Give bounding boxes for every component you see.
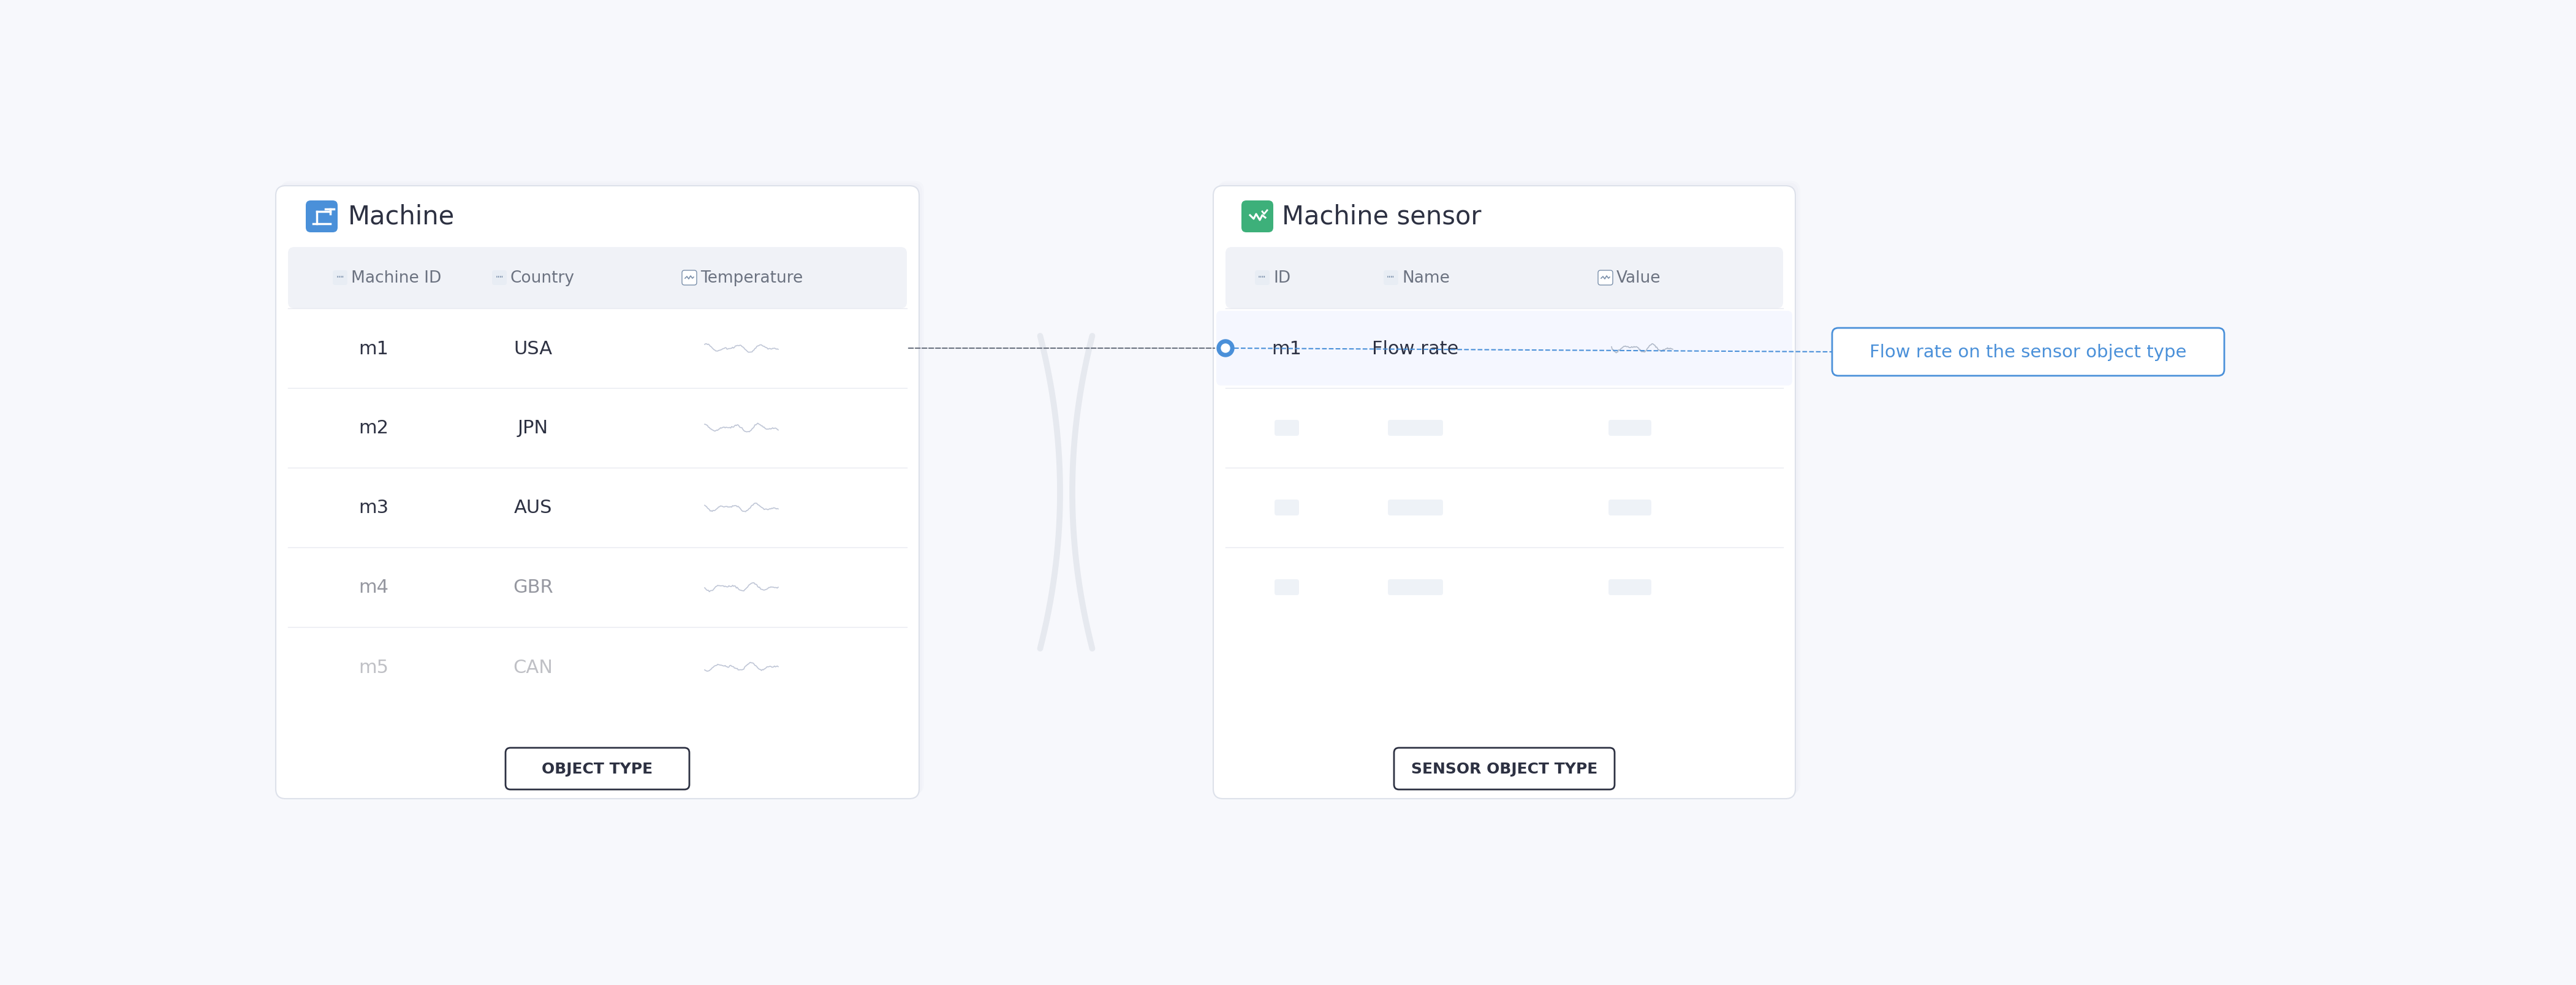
Text: m3: m3: [358, 499, 389, 517]
FancyBboxPatch shape: [1275, 499, 1298, 516]
Text: Flow rate: Flow rate: [1373, 340, 1458, 358]
Text: Country: Country: [510, 270, 574, 286]
Text: SENSOR OBJECT TYPE: SENSOR OBJECT TYPE: [1412, 761, 1597, 776]
Text: Temperature: Temperature: [701, 270, 804, 286]
FancyBboxPatch shape: [1388, 421, 1443, 436]
Text: USA: USA: [513, 340, 551, 358]
Text: Machine sensor: Machine sensor: [1283, 204, 1481, 230]
FancyBboxPatch shape: [281, 181, 925, 794]
FancyBboxPatch shape: [1607, 421, 1651, 436]
Text: GBR: GBR: [513, 578, 554, 596]
Text: "": "": [335, 275, 345, 281]
Text: "": "": [1257, 275, 1267, 281]
FancyBboxPatch shape: [278, 183, 922, 796]
FancyBboxPatch shape: [1597, 271, 1613, 286]
Text: Machine ID: Machine ID: [350, 270, 440, 286]
FancyBboxPatch shape: [492, 271, 507, 286]
FancyBboxPatch shape: [1394, 748, 1615, 790]
Text: CAN: CAN: [513, 658, 554, 676]
FancyBboxPatch shape: [307, 201, 337, 232]
Text: Machine: Machine: [348, 204, 456, 230]
Text: "": "": [1386, 275, 1396, 281]
Circle shape: [1221, 345, 1229, 353]
FancyBboxPatch shape: [1383, 271, 1399, 286]
FancyBboxPatch shape: [1388, 579, 1443, 595]
FancyBboxPatch shape: [1213, 186, 1795, 799]
FancyBboxPatch shape: [1275, 421, 1298, 436]
Text: OBJECT TYPE: OBJECT TYPE: [541, 761, 652, 776]
Text: Flow rate on the sensor object type: Flow rate on the sensor object type: [1870, 344, 2187, 361]
FancyBboxPatch shape: [332, 271, 348, 286]
Text: JPN: JPN: [518, 420, 549, 437]
Text: AUS: AUS: [515, 499, 551, 517]
Text: m2: m2: [358, 420, 389, 437]
Text: m5: m5: [358, 658, 389, 676]
FancyBboxPatch shape: [1832, 328, 2223, 376]
FancyBboxPatch shape: [1275, 579, 1298, 595]
FancyBboxPatch shape: [289, 247, 907, 308]
FancyBboxPatch shape: [1216, 311, 1793, 386]
Text: Value: Value: [1615, 270, 1662, 286]
Text: m1: m1: [358, 340, 389, 358]
FancyBboxPatch shape: [1255, 271, 1270, 286]
Text: "": "": [495, 275, 502, 281]
Text: m4: m4: [358, 578, 389, 596]
FancyBboxPatch shape: [1216, 183, 1798, 796]
Circle shape: [1216, 340, 1234, 358]
Text: ID: ID: [1273, 270, 1291, 286]
FancyBboxPatch shape: [1388, 499, 1443, 516]
FancyBboxPatch shape: [1242, 201, 1273, 232]
FancyBboxPatch shape: [1607, 579, 1651, 595]
Text: Name: Name: [1401, 270, 1450, 286]
FancyBboxPatch shape: [1607, 499, 1651, 516]
FancyBboxPatch shape: [505, 748, 690, 790]
FancyBboxPatch shape: [683, 271, 696, 286]
FancyBboxPatch shape: [276, 186, 920, 799]
FancyBboxPatch shape: [1218, 181, 1801, 794]
FancyBboxPatch shape: [1226, 247, 1783, 308]
Text: m1: m1: [1273, 340, 1301, 358]
